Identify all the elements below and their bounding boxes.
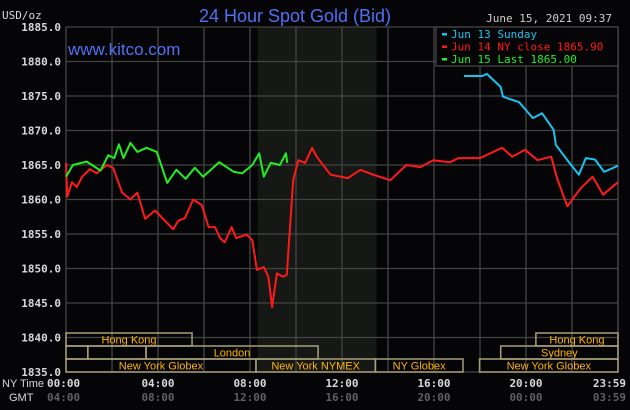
chart-timestamp: June 15, 2021 09:37 xyxy=(486,12,612,25)
legend-entry: Jun 14 NY close 1865.90 xyxy=(451,41,603,54)
x-tick-label: 00:00 xyxy=(509,391,542,404)
session-label: New York Globex xyxy=(119,361,204,373)
x-tick-label: 03:59 xyxy=(593,391,626,404)
y-tick-label: 1870.0 xyxy=(21,125,61,138)
x-tick-label: 12:00 xyxy=(233,391,266,404)
y-tick-label: 1860.0 xyxy=(21,194,61,207)
x-tick-label: 16:00 xyxy=(417,377,450,390)
y-tick-label: 1845.0 xyxy=(21,297,61,310)
series-line-1 xyxy=(65,146,619,309)
y-tick-label: 1855.0 xyxy=(21,228,61,241)
x-tick-label: 04:00 xyxy=(141,377,174,390)
x-axis-row-label: NY Time xyxy=(2,378,44,390)
y-tick-label: 1885.0 xyxy=(21,21,61,34)
legend-entry: Jun 15 Last 1865.00 xyxy=(451,53,577,66)
x-tick-label: 16:00 xyxy=(325,391,358,404)
y-tick-label: 1850.0 xyxy=(21,263,61,276)
legend-entry: Jun 13 Sunday xyxy=(451,28,537,41)
x-tick-label: 08:00 xyxy=(141,391,174,404)
x-tick-label: 20:00 xyxy=(417,391,450,404)
session-box xyxy=(478,358,619,373)
chart-title: 24 Hour Spot Gold (Bid) xyxy=(199,6,391,26)
kitco-watermark: www.kitco.com xyxy=(67,40,180,59)
x-tick-label: 23:59 xyxy=(593,377,626,390)
legend-swatch xyxy=(442,58,447,61)
y-tick-label: 1865.0 xyxy=(21,159,61,172)
x-tick-label: 08:00 xyxy=(233,377,266,390)
y-axis-unit-label: USD/oz xyxy=(2,9,42,22)
legend-box xyxy=(435,26,619,67)
x-axis-row-label: GMT xyxy=(9,392,34,404)
y-tick-label: 1880.0 xyxy=(21,56,61,69)
y-tick-label: 1835.0 xyxy=(21,366,61,379)
x-tick-label: 20:00 xyxy=(509,377,542,390)
session-label: Hong Kong xyxy=(549,335,604,347)
x-tick-label: 12:00 xyxy=(325,377,358,390)
session-label: Hong Kong xyxy=(101,335,156,347)
session-label: New York NYMEX xyxy=(271,361,360,373)
legend-swatch xyxy=(442,45,447,48)
session-label: London xyxy=(214,348,251,360)
x-tick-label: 00:00 xyxy=(47,377,80,390)
x-tick-label: 04:00 xyxy=(47,391,80,404)
y-tick-label: 1840.0 xyxy=(21,332,61,345)
legend-swatch xyxy=(442,33,447,36)
series-line-2 xyxy=(65,141,289,184)
session-label: NY Globex xyxy=(393,361,446,373)
session-box xyxy=(374,358,464,373)
series-line-0 xyxy=(463,72,619,176)
y-tick-label: 1875.0 xyxy=(21,90,61,103)
session-label: New York Globex xyxy=(507,361,592,373)
session-label: Sydney xyxy=(541,348,578,360)
